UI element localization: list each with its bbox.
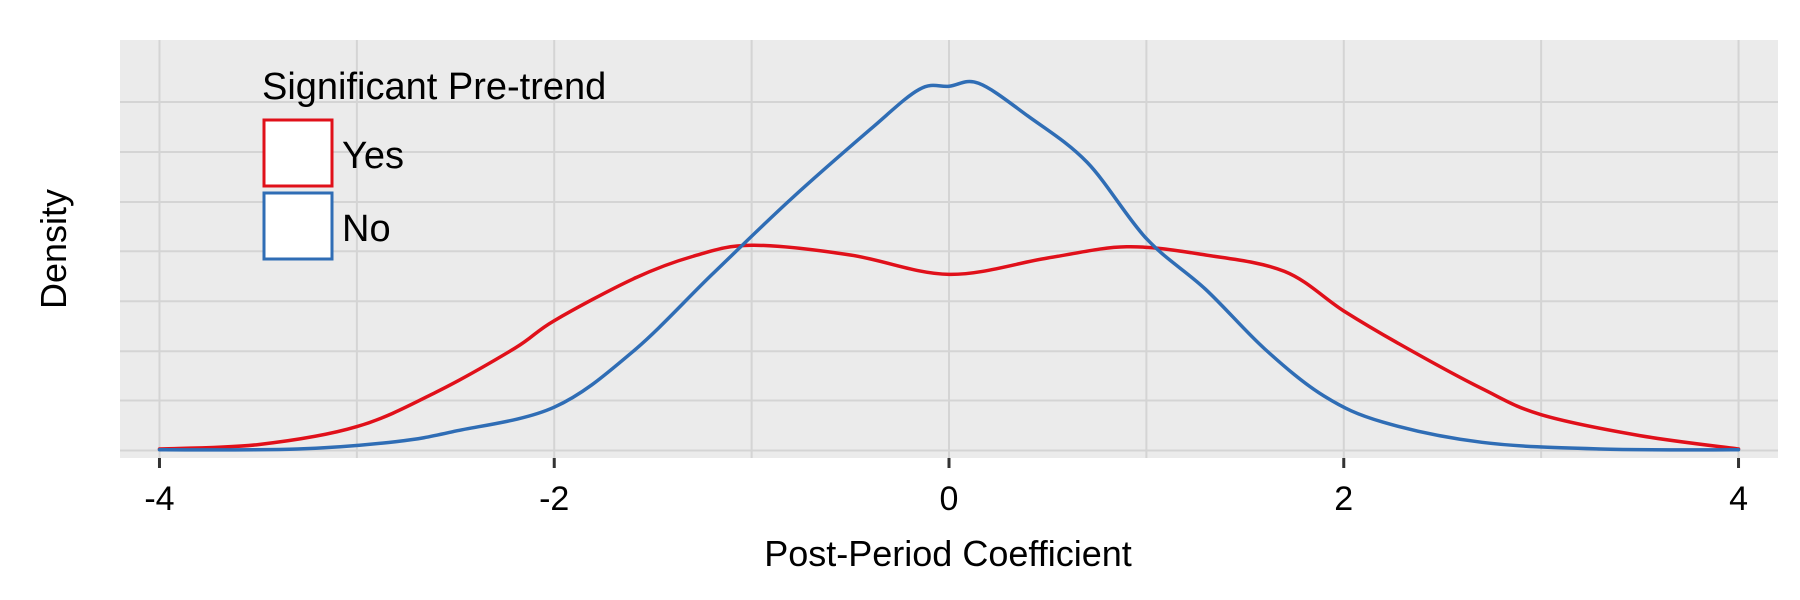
x-tick-label-1: -2 <box>539 480 569 518</box>
density-line-no <box>157 79 1741 452</box>
legend-label-no: No <box>342 208 391 250</box>
legend-swatch-no <box>262 191 334 261</box>
x-tick-label-0: -4 <box>144 480 174 518</box>
x-tick-label-3: 2 <box>1334 480 1353 518</box>
x-axis-title: Post-Period Coefficient <box>764 533 1132 574</box>
density-curves <box>157 79 1741 452</box>
grid-lines <box>120 40 1778 458</box>
x-axis-ticks: -4 -2 0 2 4 <box>144 458 1748 518</box>
legend: Significant Pre-trend Yes No <box>262 66 606 261</box>
legend-title: Significant Pre-trend <box>262 66 606 108</box>
y-axis-title: Density <box>33 189 74 309</box>
x-tick-label-4: 4 <box>1729 480 1748 518</box>
legend-label-yes: Yes <box>342 135 404 177</box>
legend-swatch-yes <box>262 118 334 188</box>
density-line-yes <box>157 243 1741 451</box>
x-tick-label-2: 0 <box>940 480 959 518</box>
